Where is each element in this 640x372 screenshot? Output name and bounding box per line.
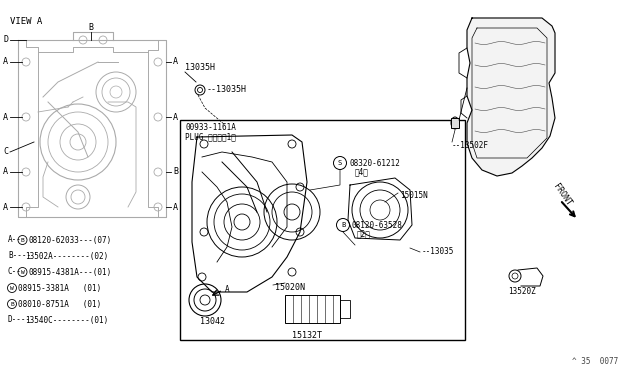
Text: A: A — [225, 285, 230, 295]
Text: C--: C-- — [8, 267, 22, 276]
Text: A: A — [3, 112, 8, 122]
Text: --13035: --13035 — [422, 247, 454, 257]
Text: B----: B---- — [8, 251, 31, 260]
Text: 13520Z: 13520Z — [508, 288, 536, 296]
Text: A: A — [173, 112, 178, 122]
Bar — [340, 300, 350, 318]
Text: C: C — [3, 148, 8, 157]
Text: B: B — [341, 222, 345, 228]
Text: A: A — [3, 58, 8, 67]
Text: W: W — [10, 285, 14, 291]
Text: 08120-62033---(07): 08120-62033---(07) — [29, 235, 112, 244]
Text: 13540C--------(01): 13540C--------(01) — [26, 315, 109, 324]
Text: VIEW A: VIEW A — [10, 17, 42, 26]
Text: （4）: （4） — [355, 167, 369, 176]
Text: A: A — [3, 202, 8, 212]
Text: B: B — [10, 301, 14, 307]
Text: 13502A--------(02): 13502A--------(02) — [26, 251, 109, 260]
Ellipse shape — [451, 117, 459, 129]
Polygon shape — [467, 18, 555, 176]
Text: 15132T: 15132T — [292, 330, 322, 340]
Text: 15015N: 15015N — [400, 190, 428, 199]
Text: B: B — [173, 167, 178, 176]
Bar — [285, 295, 340, 323]
Text: 13035H: 13035H — [185, 64, 215, 73]
Text: --13502F: --13502F — [452, 141, 489, 150]
Text: --13035H: --13035H — [207, 86, 247, 94]
Text: S: S — [338, 160, 342, 166]
Text: ^ 35  0077: ^ 35 0077 — [572, 357, 618, 366]
Text: D----: D---- — [8, 315, 31, 324]
Text: 08120-63528: 08120-63528 — [352, 221, 403, 230]
Text: A--: A-- — [8, 235, 22, 244]
Text: 08320-61212: 08320-61212 — [350, 158, 401, 167]
Text: 08915-4381A---(01): 08915-4381A---(01) — [29, 267, 112, 276]
Text: 15020N: 15020N — [275, 282, 305, 292]
Text: A: A — [3, 167, 8, 176]
Text: FRONT: FRONT — [551, 182, 573, 208]
Bar — [451, 118, 459, 128]
Text: 08915-3381A   (01): 08915-3381A (01) — [18, 283, 101, 292]
Text: W: W — [20, 269, 24, 275]
Bar — [180, 120, 465, 340]
Text: （2）: （2） — [357, 230, 371, 238]
Text: A: A — [173, 58, 178, 67]
Text: A: A — [173, 202, 178, 212]
Text: D: D — [3, 35, 8, 45]
Text: B: B — [88, 23, 93, 32]
Text: 13042: 13042 — [200, 317, 225, 327]
Text: 00933-1161A: 00933-1161A — [185, 124, 236, 132]
Text: 08010-8751A   (01): 08010-8751A (01) — [18, 299, 101, 308]
Text: B: B — [20, 237, 24, 243]
Text: PLUG プラグ（1）: PLUG プラグ（1） — [185, 132, 236, 141]
